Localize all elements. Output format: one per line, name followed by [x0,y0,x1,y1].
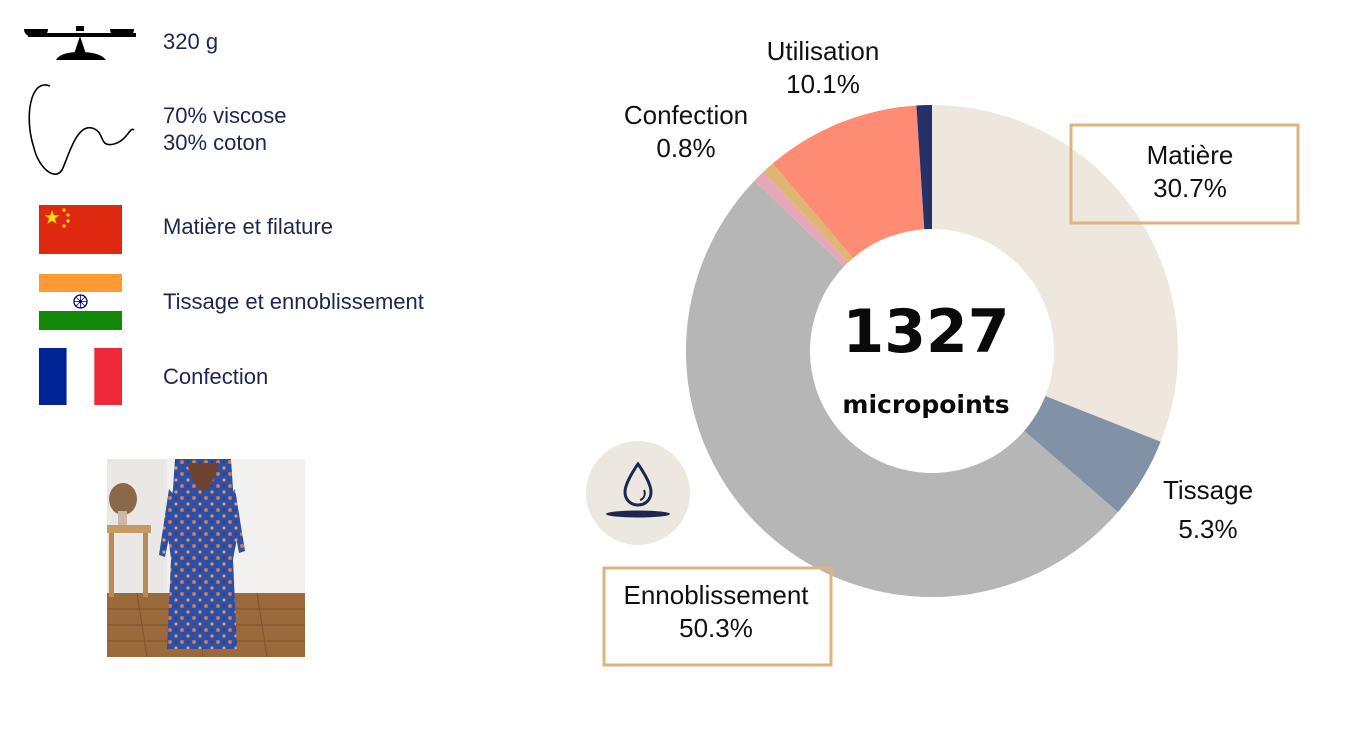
slice-value-utilisation: 10.1% [786,69,860,99]
weight-row: 320 g [0,20,520,70]
fiber-thread-icon [28,84,135,175]
slice-value-ennoblissement: 50.3% [679,613,753,643]
slice-label-confection: Confection [624,100,748,130]
donut-hole [810,229,1054,473]
center-value: 1327 [843,297,1010,367]
composition-line-1: 70% viscose [163,103,287,128]
origin-row-weaving: Tissage et ennoblissement [0,274,520,330]
origin-row-material: Matière et filature [0,204,520,256]
label-box-matière [1069,123,1300,225]
composition-row: 70% viscose 30% coton [0,78,520,178]
center-unit: micropoints [842,390,1009,419]
origin-label-weaving: Tissage et ennoblissement [163,289,424,314]
slice-label-ennoblissement: Ennoblissement [624,580,810,610]
slice-label-tissage: Tissage [1163,475,1253,505]
china-flag-icon [39,205,122,254]
france-flag-icon [39,348,122,405]
balance-scale-icon [24,26,136,60]
slice-value-tissage: 5.3% [1178,514,1237,544]
origin-row-making: Confection [0,348,520,405]
weight-value: 320 g [163,29,219,54]
composition-line-2: 30% coton [163,130,267,155]
water-drop-icon [586,441,690,545]
product-photo [107,459,305,657]
slice-label-matière: Matière [1147,140,1234,170]
label-box-ennoblissement [602,566,833,667]
india-flag-icon [39,274,122,330]
slice-label-utilisation: Utilisation [767,36,880,66]
slice-value-matière: 30.7% [1153,173,1227,203]
origin-label-material: Matière et filature [163,214,333,239]
origin-label-making: Confection [163,364,269,389]
slice-value-confection: 0.8% [656,133,715,163]
